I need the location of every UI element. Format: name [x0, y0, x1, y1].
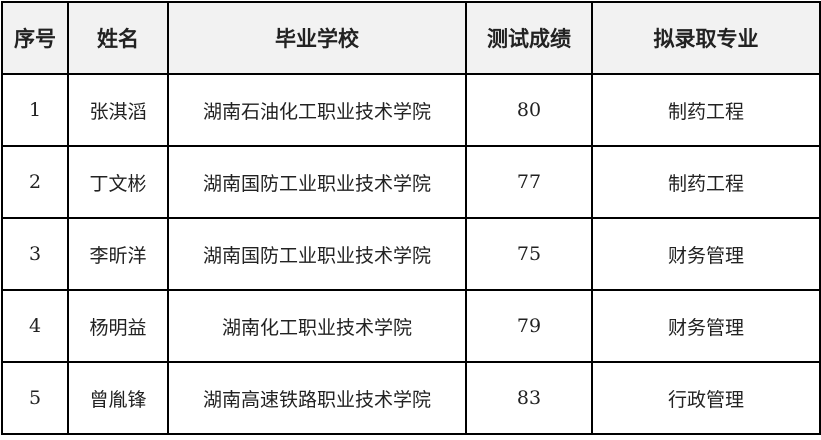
cell-index: 4: [1, 289, 69, 363]
cell-name: 张淇滔: [67, 73, 169, 147]
cell-name: 李昕洋: [67, 217, 169, 291]
cell-school: 湖南化工职业技术学院: [167, 289, 467, 363]
cell-major: 制药工程: [591, 73, 821, 147]
cell-score: 83: [465, 361, 593, 435]
cell-major: 财务管理: [591, 217, 821, 291]
cell-school: 湖南石油化工职业技术学院: [167, 73, 467, 147]
header-major: 拟录取专业: [591, 1, 821, 75]
header-row: 序号 姓名 毕业学校 测试成绩 拟录取专业: [1, 1, 821, 75]
cell-score: 80: [465, 73, 593, 147]
header-score: 测试成绩: [465, 1, 593, 75]
header-name: 姓名: [67, 1, 169, 75]
cell-major: 行政管理: [591, 361, 821, 435]
table-row: 3 李昕洋 湖南国防工业职业技术学院 75 财务管理: [1, 217, 821, 291]
cell-index: 2: [1, 145, 69, 219]
cell-major: 制药工程: [591, 145, 821, 219]
cell-index: 1: [1, 73, 69, 147]
table-row: 5 曾胤锋 湖南高速铁路职业技术学院 83 行政管理: [1, 361, 821, 435]
cell-score: 77: [465, 145, 593, 219]
cell-name: 杨明益: [67, 289, 169, 363]
cell-score: 79: [465, 289, 593, 363]
cell-school: 湖南国防工业职业技术学院: [167, 217, 467, 291]
header-school: 毕业学校: [167, 1, 467, 75]
cell-index: 3: [1, 217, 69, 291]
cell-major: 财务管理: [591, 289, 821, 363]
cell-name: 丁文彬: [67, 145, 169, 219]
cell-school: 湖南高速铁路职业技术学院: [167, 361, 467, 435]
table-row: 2 丁文彬 湖南国防工业职业技术学院 77 制药工程: [1, 145, 821, 219]
table-row: 1 张淇滔 湖南石油化工职业技术学院 80 制药工程: [1, 73, 821, 147]
cell-score: 75: [465, 217, 593, 291]
table-row: 4 杨明益 湖南化工职业技术学院 79 财务管理: [1, 289, 821, 363]
cell-index: 5: [1, 361, 69, 435]
cell-name: 曾胤锋: [67, 361, 169, 435]
cell-school: 湖南国防工业职业技术学院: [167, 145, 467, 219]
header-index: 序号: [1, 1, 69, 75]
